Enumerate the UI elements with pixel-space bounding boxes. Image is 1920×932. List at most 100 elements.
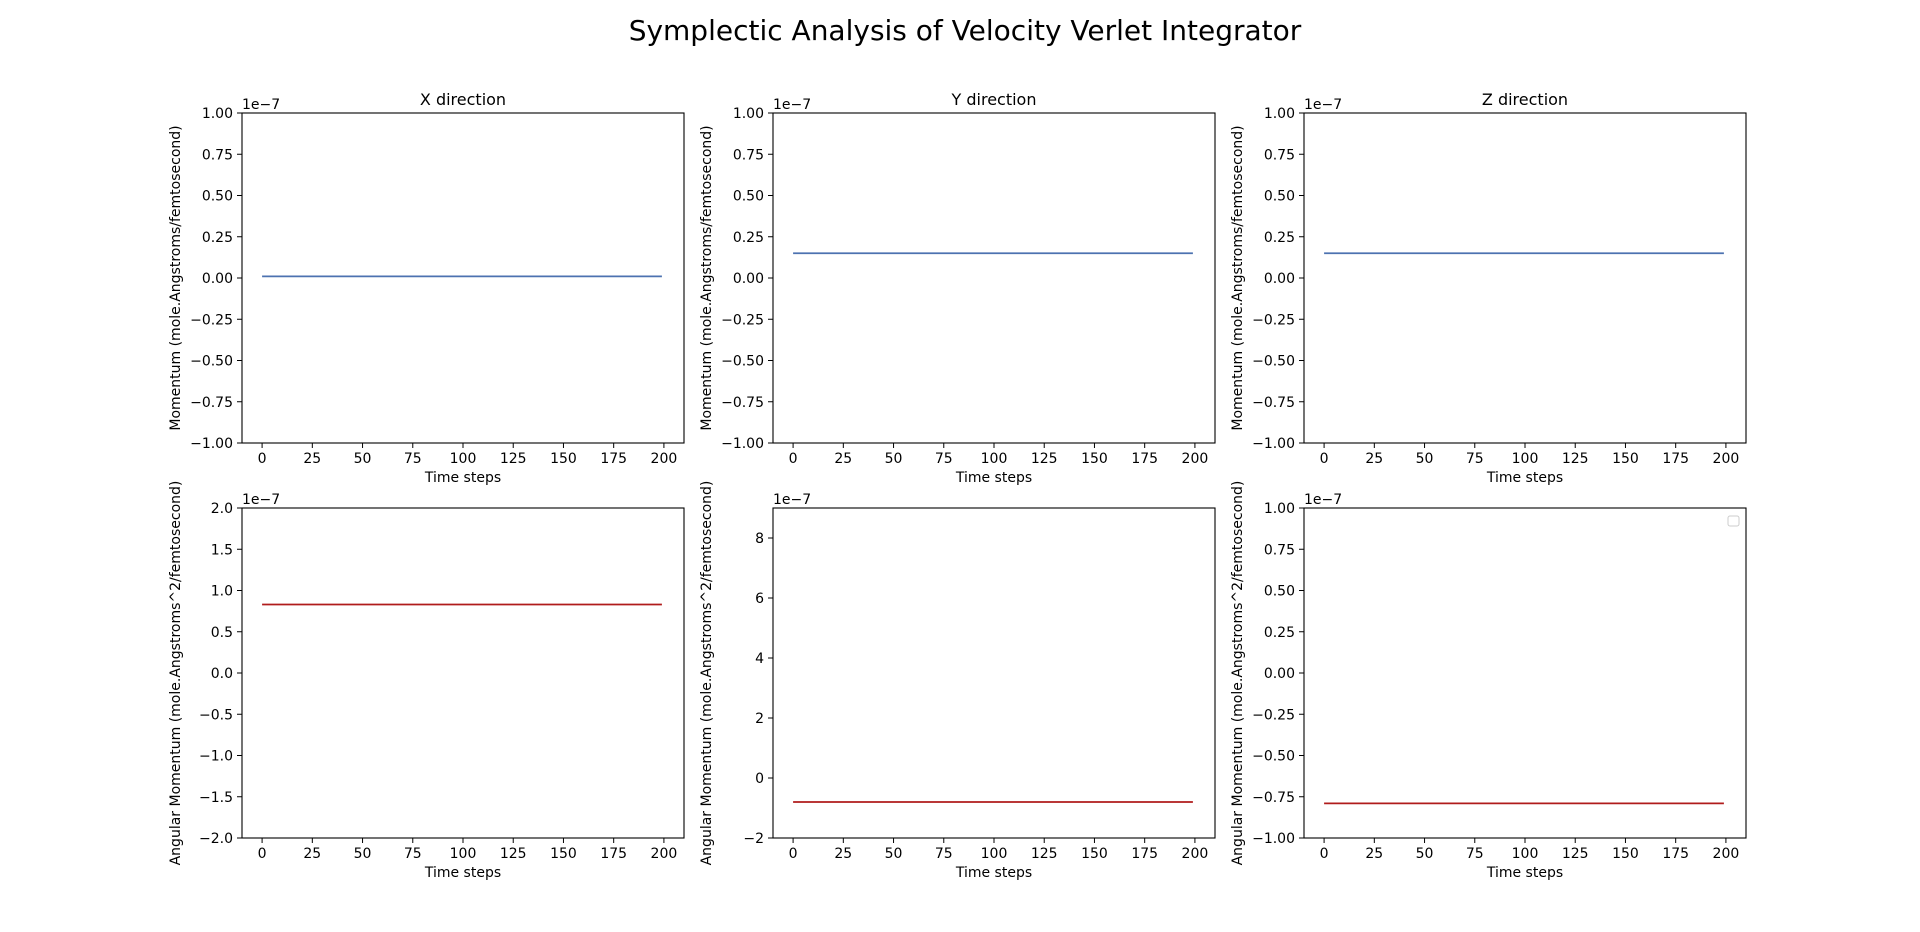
subplot-5: 0 25 50 75 100 125 150 175 200 −2 0 2 4 6 8 1e−7 Time st…: [699, 481, 1216, 881]
x-tick-label: 75: [1466, 846, 1484, 862]
y-tick-label: −0.50: [190, 354, 233, 370]
y-tick-label: −0.25: [1252, 707, 1295, 723]
y-tick-label: 1.0: [211, 584, 233, 600]
axes-frame: [772, 507, 1216, 839]
legend-box: [1727, 515, 1740, 527]
x-tick-label: 50: [885, 846, 903, 862]
y-tick-label: 0.75: [1264, 147, 1295, 163]
y-tick-label: −0.75: [190, 395, 233, 411]
x-tick-label: 25: [303, 451, 321, 467]
x-tick-label: 175: [1131, 846, 1158, 862]
offset-text: 1e−7: [1304, 97, 1342, 113]
x-tick-label: 125: [500, 846, 527, 862]
y-tick-label: 0.75: [733, 147, 764, 163]
x-tick-label: 0: [789, 451, 798, 467]
y-tick-label: −1.00: [190, 436, 233, 452]
y-tick-label: 4: [755, 651, 764, 667]
x-tick-label: 75: [935, 451, 953, 467]
y-tick-label: 0.5: [211, 625, 233, 641]
y-tick-label: −1.5: [199, 790, 233, 806]
x-tick-label: 200: [1713, 451, 1740, 467]
subplot-title: X direction: [420, 90, 506, 109]
x-tick-label: 125: [1562, 451, 1589, 467]
offset-text: 1e−7: [773, 492, 811, 508]
x-tick-label: 75: [1466, 451, 1484, 467]
x-tick-label: 100: [981, 451, 1008, 467]
y-tick-label: 0.25: [202, 230, 233, 246]
x-tick-label: 50: [354, 846, 372, 862]
x-tick-label: 50: [354, 451, 372, 467]
y-axis-label: Momentum (mole.Angstroms/femtosecond): [699, 125, 715, 430]
y-tick-label: −0.75: [721, 395, 764, 411]
y-tick-label: 6: [755, 591, 764, 607]
y-tick-label: 1.5: [211, 542, 233, 558]
axes-frame: [241, 112, 685, 444]
y-tick-label: 8: [755, 531, 764, 547]
x-tick-label: 25: [834, 846, 852, 862]
y-tick-label: 0.25: [1264, 625, 1295, 641]
y-axis-label: Angular Momentum (mole.Angstroms^2/femto…: [1230, 481, 1246, 866]
y-tick-label: −0.50: [721, 354, 764, 370]
y-tick-label: 2: [755, 711, 764, 727]
y-tick-label: 0.00: [1264, 271, 1295, 287]
y-tick-label: 1.00: [1264, 501, 1295, 517]
x-tick-label: 50: [885, 451, 903, 467]
x-tick-label: 25: [1365, 451, 1383, 467]
y-tick-label: 0.50: [1264, 189, 1295, 205]
offset-text: 1e−7: [242, 492, 280, 508]
y-tick-label: −0.25: [1252, 312, 1295, 328]
x-axis-label: Time steps: [955, 865, 1032, 881]
x-tick-label: 125: [1031, 846, 1058, 862]
offset-text: 1e−7: [773, 97, 811, 113]
y-tick-label: −0.25: [190, 312, 233, 328]
subplot-4: 0 25 50 75 100 125 150 175 200 −2.0 −1.5 −1.0 −0.5 0.…: [168, 481, 685, 881]
x-tick-label: 50: [1416, 451, 1434, 467]
x-tick-label: 0: [1320, 846, 1329, 862]
y-tick-label: −1.0: [199, 749, 233, 765]
x-axis-label: Time steps: [1486, 470, 1563, 486]
subplot-2: 0 25 50 75 100 125 150 175 200 −1.00 −0.75 −0.50 −0.…: [699, 90, 1216, 486]
x-tick-label: 150: [550, 846, 577, 862]
subplot-6: 0 25 50 75 100 125 150 175 200 −1.00 −0.75 −0.50 −0.…: [1230, 481, 1747, 881]
x-tick-label: 25: [1365, 846, 1383, 862]
x-axis-label: Time steps: [955, 470, 1032, 486]
x-tick-label: 0: [789, 846, 798, 862]
subplot-title: Y direction: [951, 90, 1037, 109]
offset-text: 1e−7: [1304, 492, 1342, 508]
x-tick-label: 75: [404, 451, 422, 467]
y-tick-label: −1.00: [1252, 436, 1295, 452]
y-tick-label: 0.50: [733, 189, 764, 205]
y-tick-label: 0.75: [1264, 542, 1295, 558]
x-tick-label: 150: [1081, 451, 1108, 467]
x-axis-label: Time steps: [424, 865, 501, 881]
subplot-1: 0 25 50 75 100 125 150 175 200 −1.00 −0.75 −0.50 −0.…: [168, 90, 685, 486]
x-axis-label: Time steps: [424, 470, 501, 486]
y-tick-label: 0.00: [1264, 666, 1295, 682]
x-tick-label: 200: [651, 451, 678, 467]
x-tick-label: 150: [1612, 451, 1639, 467]
x-tick-label: 200: [1713, 846, 1740, 862]
x-tick-label: 175: [1131, 451, 1158, 467]
y-tick-label: −0.50: [1252, 354, 1295, 370]
y-axis-label: Angular Momentum (mole.Angstroms^2/femto…: [699, 481, 715, 866]
x-tick-label: 100: [1512, 846, 1539, 862]
x-tick-label: 175: [1662, 846, 1689, 862]
y-tick-label: 0: [755, 771, 764, 787]
x-tick-label: 0: [258, 846, 267, 862]
y-tick-label: 1.00: [202, 106, 233, 122]
x-tick-label: 75: [404, 846, 422, 862]
y-axis-label: Momentum (mole.Angstroms/femtosecond): [1230, 125, 1246, 430]
y-tick-label: −2: [743, 831, 764, 847]
x-tick-label: 175: [1662, 451, 1689, 467]
y-tick-label: 0.25: [733, 230, 764, 246]
x-tick-label: 75: [935, 846, 953, 862]
y-tick-label: 0.00: [733, 271, 764, 287]
y-axis-label: Momentum (mole.Angstroms/femtosecond): [168, 125, 184, 430]
y-tick-label: −0.25: [721, 312, 764, 328]
y-tick-label: 0.75: [202, 147, 233, 163]
axes-frame: [241, 507, 685, 839]
x-tick-label: 150: [550, 451, 577, 467]
x-tick-label: 50: [1416, 846, 1434, 862]
x-axis-label: Time steps: [1486, 865, 1563, 881]
